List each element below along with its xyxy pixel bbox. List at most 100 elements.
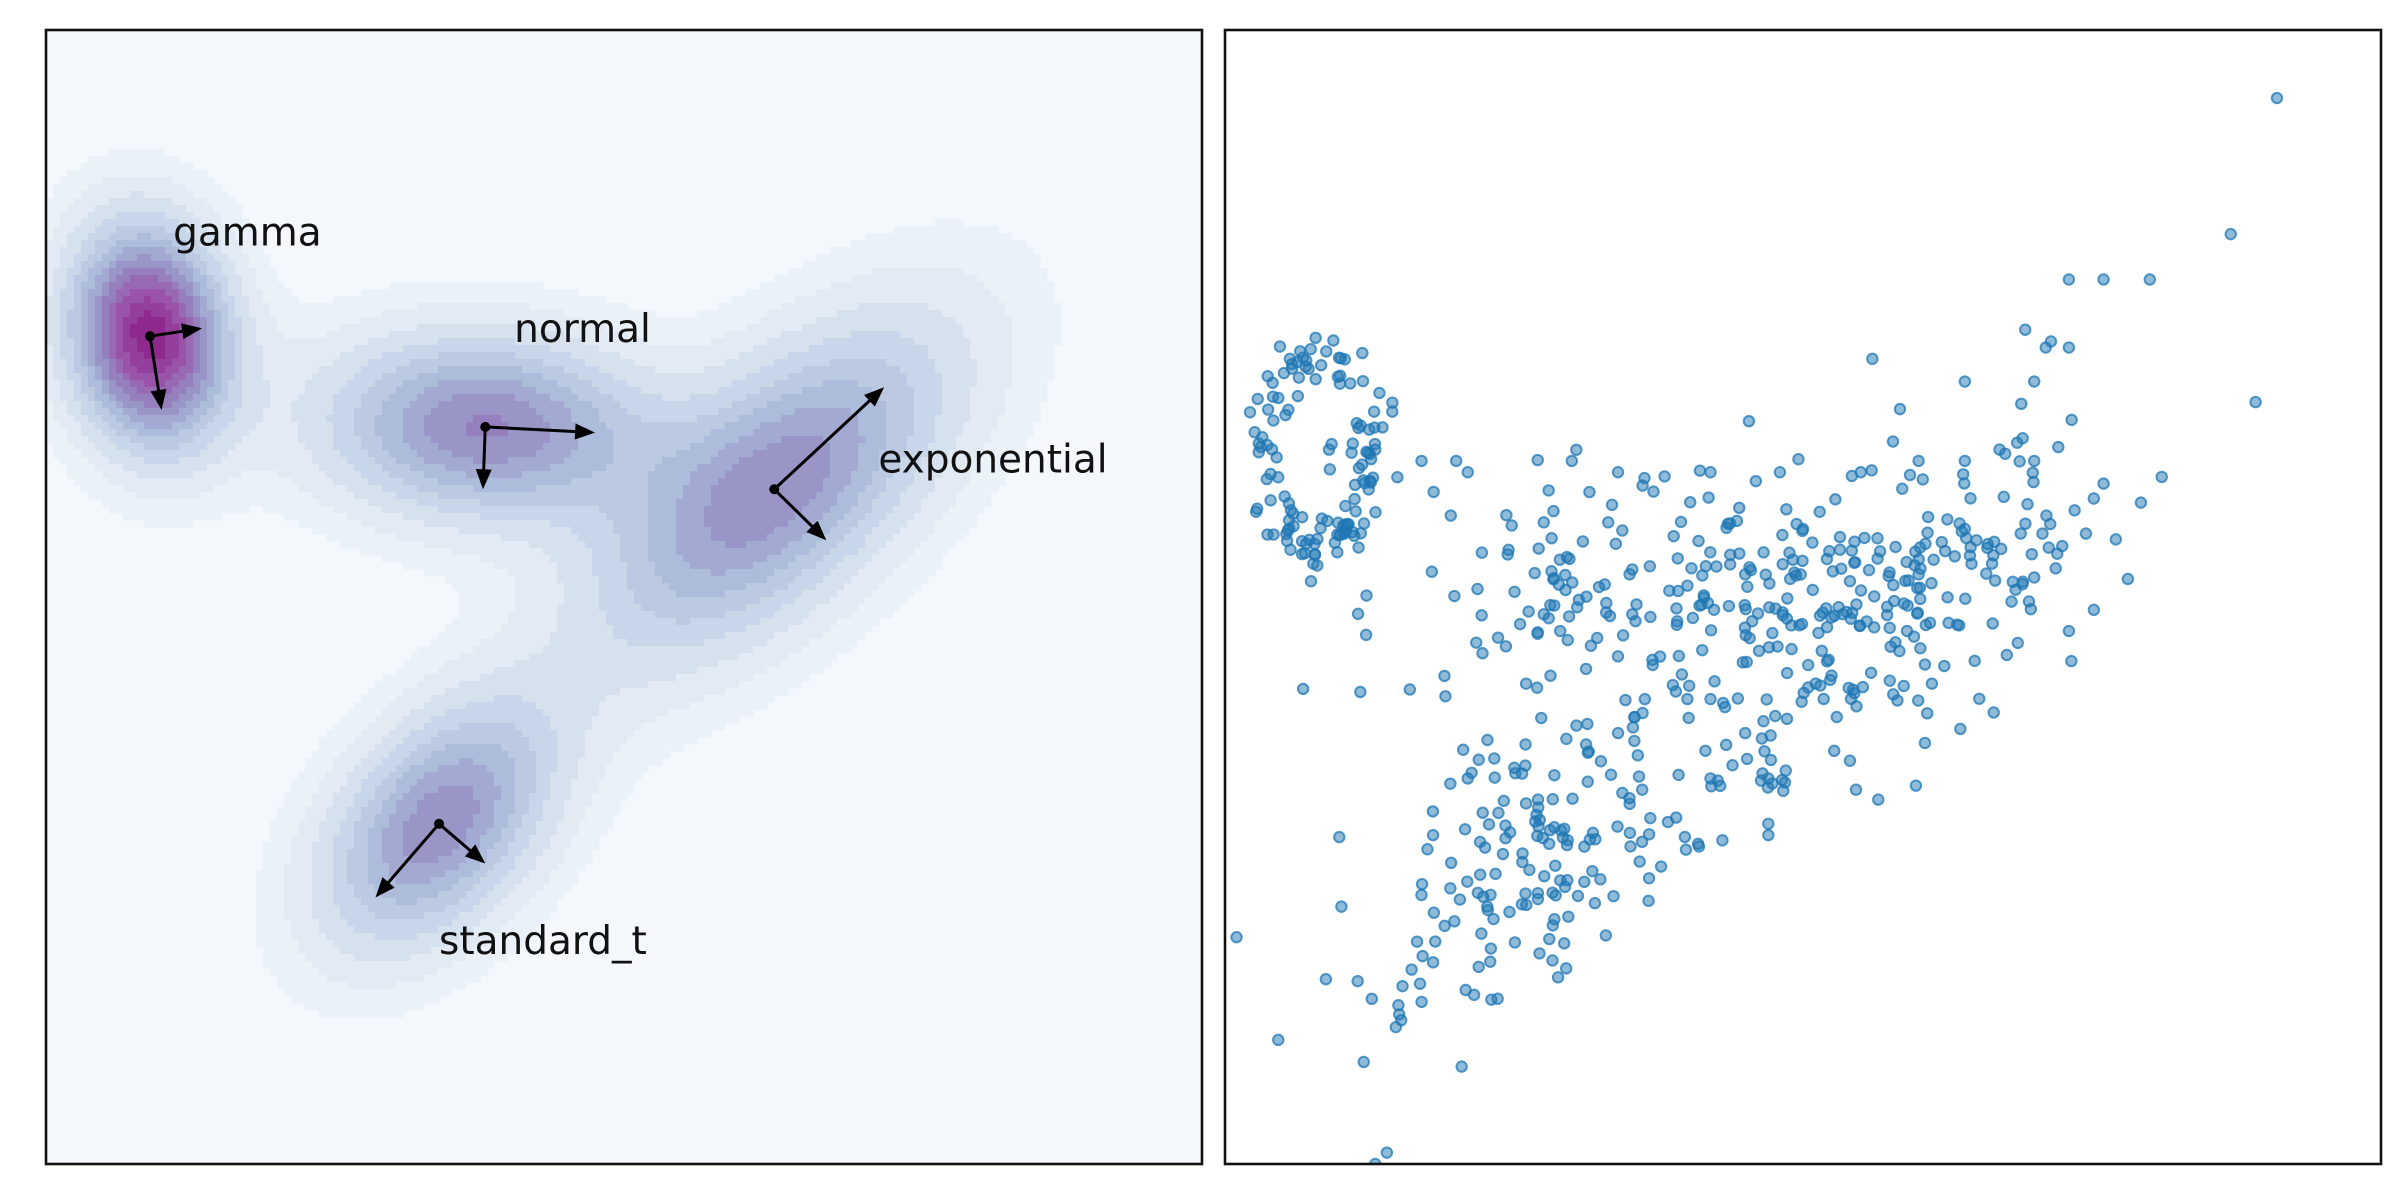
density-cell — [151, 170, 159, 178]
density-cell — [963, 268, 971, 276]
density-cell — [515, 289, 523, 297]
density-cell — [886, 422, 894, 430]
density-cell — [893, 240, 901, 248]
density-cell — [214, 233, 222, 241]
density-cell — [725, 324, 733, 332]
density-cell — [347, 408, 355, 416]
density-cell — [774, 387, 782, 395]
density-cell — [781, 408, 789, 416]
density-cell — [207, 352, 215, 360]
density-cell — [277, 464, 285, 472]
density-cell — [375, 345, 383, 353]
density-cell — [753, 471, 761, 479]
density-cell — [956, 366, 964, 374]
density-cell — [970, 387, 978, 395]
density-cell — [200, 247, 208, 255]
density-cell — [585, 373, 593, 381]
density-cell — [431, 317, 439, 325]
density-cell — [767, 289, 775, 297]
density-cell — [991, 471, 999, 479]
density-cell — [445, 359, 453, 367]
density-cell — [81, 485, 89, 493]
density-cell — [179, 198, 187, 206]
density-cell — [865, 450, 873, 458]
density-cell — [767, 422, 775, 430]
density-cell — [102, 226, 110, 234]
density-cell — [781, 303, 789, 311]
density-cell — [144, 149, 152, 157]
density-cell — [172, 163, 180, 171]
density-cell — [781, 310, 789, 318]
density-cell — [109, 443, 117, 451]
density-cell — [732, 345, 740, 353]
density-cell — [74, 275, 82, 283]
density-cell — [844, 464, 852, 472]
density-cell — [494, 352, 502, 360]
density-cell — [550, 478, 558, 486]
density-cell — [109, 212, 117, 220]
density-cell — [634, 359, 642, 367]
density-cell — [872, 275, 880, 283]
density-cell — [879, 268, 887, 276]
density-cell — [1012, 408, 1020, 416]
density-cell — [186, 261, 194, 269]
density-cell — [130, 499, 138, 507]
density-cell — [858, 436, 866, 444]
density-cell — [571, 289, 579, 297]
density-cell — [725, 464, 733, 472]
density-cell — [53, 373, 61, 381]
density-cell — [963, 443, 971, 451]
density-cell — [389, 366, 397, 374]
density-cell — [830, 394, 838, 402]
density-cell — [571, 359, 579, 367]
density-cell — [431, 359, 439, 367]
density-cell — [837, 429, 845, 437]
density-cell — [354, 478, 362, 486]
density-cell — [382, 338, 390, 346]
density-cell — [473, 289, 481, 297]
density-cell — [123, 219, 131, 227]
density-cell — [522, 310, 530, 318]
density-cell — [298, 352, 306, 360]
density-cell — [235, 219, 243, 227]
density-cell — [424, 373, 432, 381]
density-cell — [46, 387, 54, 395]
density-cell — [676, 373, 684, 381]
density-cell — [865, 268, 873, 276]
density-cell — [123, 289, 131, 297]
density-cell — [109, 464, 117, 472]
density-cell — [207, 205, 215, 213]
density-cell — [753, 331, 761, 339]
density-cell — [158, 149, 166, 157]
density-cell — [144, 415, 152, 423]
density-cell — [172, 443, 180, 451]
density-cell — [144, 282, 152, 290]
density-cell — [879, 359, 887, 367]
density-cell — [221, 366, 229, 374]
density-cell — [333, 436, 341, 444]
density-cell — [494, 296, 502, 304]
density-cell — [900, 282, 908, 290]
density-cell — [88, 170, 96, 178]
density-cell — [578, 443, 586, 451]
density-cell — [760, 366, 768, 374]
density-cell — [74, 226, 82, 234]
density-cell — [221, 310, 229, 318]
density-cell — [746, 415, 754, 423]
density-cell — [74, 429, 82, 437]
density-cell — [396, 450, 404, 458]
density-cell — [109, 471, 117, 479]
density-cell — [445, 345, 453, 353]
density-cell — [991, 436, 999, 444]
density-cell — [95, 394, 103, 402]
density-cell — [137, 345, 145, 353]
density-cell — [186, 471, 194, 479]
density-cell — [109, 457, 117, 465]
density-cell — [116, 303, 124, 311]
density-cell — [921, 345, 929, 353]
density-cell — [788, 450, 796, 458]
density-cell — [1012, 289, 1020, 297]
density-cell — [837, 366, 845, 374]
density-cell — [872, 233, 880, 241]
density-cell — [543, 310, 551, 318]
